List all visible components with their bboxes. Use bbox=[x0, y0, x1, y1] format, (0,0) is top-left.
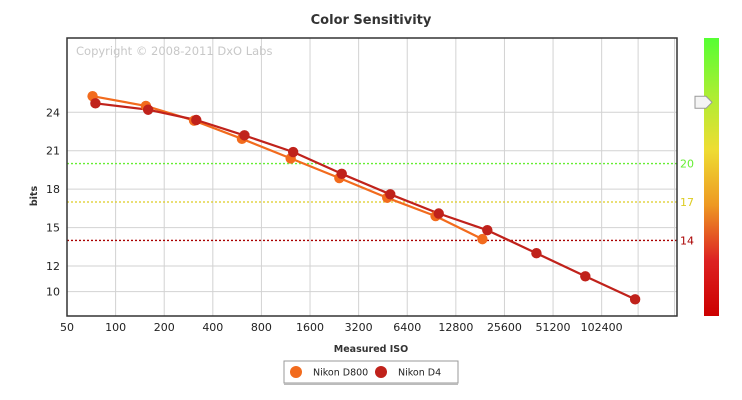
plot-background bbox=[67, 38, 677, 316]
y-tick-label: 10 bbox=[46, 286, 60, 299]
series-layer bbox=[87, 90, 641, 305]
data-point bbox=[433, 208, 444, 219]
x-tick-label: 400 bbox=[202, 321, 223, 334]
plot-frame bbox=[66, 37, 678, 317]
reference-label: 17 bbox=[680, 196, 694, 209]
y-tick-label: 18 bbox=[46, 183, 60, 196]
data-point bbox=[629, 294, 641, 305]
y-tick-label: 24 bbox=[46, 106, 60, 119]
data-point bbox=[385, 189, 396, 200]
legend: Nikon D800 Nikon D4 bbox=[283, 360, 459, 385]
x-tick-label: 25600 bbox=[487, 321, 522, 334]
reference-label: 20 bbox=[680, 158, 694, 171]
x-tick-label: 1600 bbox=[296, 321, 324, 334]
data-point bbox=[287, 146, 299, 158]
data-point bbox=[239, 130, 250, 141]
grid-lines bbox=[67, 38, 677, 316]
reference-lines bbox=[67, 162, 677, 242]
x-tick-label: 200 bbox=[154, 321, 175, 334]
color-scale-bar bbox=[704, 38, 719, 316]
legend-label: Nikon D800 bbox=[313, 368, 368, 379]
reference-label: 14 bbox=[680, 234, 694, 247]
x-tick-label: 800 bbox=[251, 321, 272, 334]
data-point bbox=[580, 271, 591, 282]
reference-labels: 20 17 14 bbox=[680, 158, 694, 248]
legend-marker bbox=[375, 366, 387, 378]
x-tick-label: 100 bbox=[105, 321, 126, 334]
scale-slider-marker[interactable] bbox=[694, 95, 713, 109]
x-tick-label: 51200 bbox=[536, 321, 571, 334]
data-point bbox=[336, 168, 347, 179]
x-tick-label: 3200 bbox=[345, 321, 373, 334]
x-axis-title: Measured ISO bbox=[334, 344, 408, 355]
y-tick-label: 12 bbox=[46, 260, 60, 273]
y-tick-label: 21 bbox=[46, 145, 60, 158]
x-tick-label: 6400 bbox=[393, 321, 421, 334]
copyright-watermark: Copyright © 2008-2011 DxO Labs bbox=[76, 44, 272, 58]
y-axis-title: bits bbox=[29, 186, 40, 207]
legend-shadow bbox=[284, 383, 458, 385]
data-point bbox=[482, 224, 493, 236]
x-tick-label: 102400 bbox=[581, 321, 623, 334]
data-point bbox=[531, 248, 542, 259]
data-point bbox=[90, 98, 101, 109]
x-tick-label: 50 bbox=[60, 321, 74, 334]
series-line bbox=[95, 102, 636, 301]
y-tick-label: 15 bbox=[46, 222, 60, 235]
x-axis-ticks: 50 100 200 400 800 1600 3200 6400 12800 25600 5120… bbox=[60, 321, 623, 334]
chart-title: Color Sensitivity bbox=[311, 13, 432, 28]
data-point bbox=[477, 233, 488, 245]
legend-marker bbox=[290, 366, 302, 378]
legend-label: Nikon D4 bbox=[398, 368, 441, 379]
y-axis-ticks: 10 12 15 18 21 24 bbox=[46, 106, 60, 298]
data-point bbox=[191, 114, 202, 126]
data-point bbox=[142, 104, 154, 115]
x-tick-label: 12800 bbox=[438, 321, 473, 334]
